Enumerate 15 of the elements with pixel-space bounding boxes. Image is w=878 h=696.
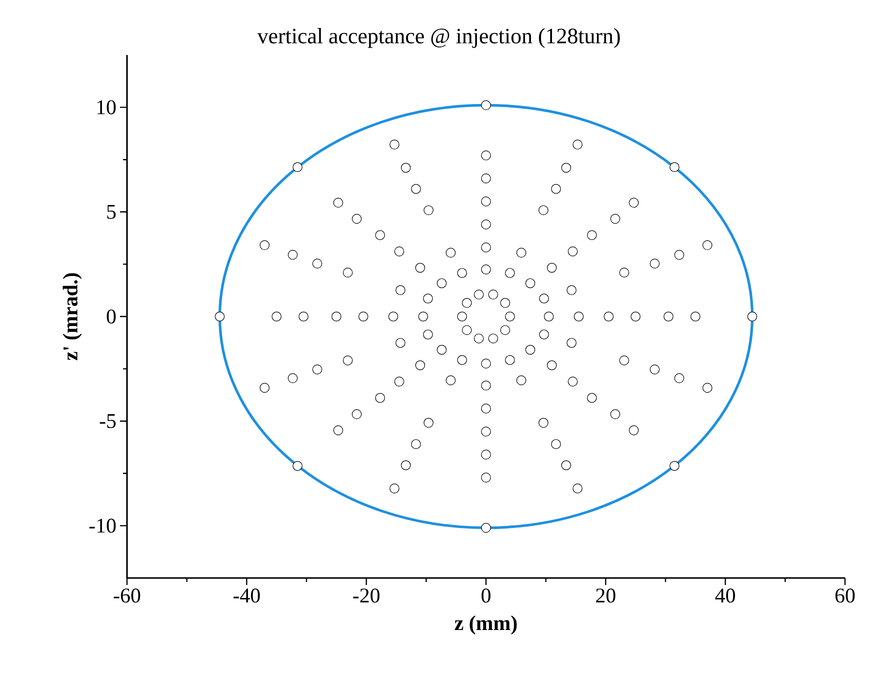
y-tick-label: -5 <box>100 414 116 428</box>
x-tick-label: 0 <box>482 588 490 603</box>
y-tick-label: 5 <box>107 204 116 219</box>
x-tick-label: 60 <box>835 588 855 603</box>
y-tick-label: -10 <box>89 518 116 533</box>
y-tick-label: 0 <box>106 309 116 324</box>
y-axis-title: z' (mrad.) <box>62 273 82 360</box>
x-tick-label: 40 <box>715 588 736 603</box>
x-tick-label: 20 <box>596 588 616 603</box>
x-axis-title: z (mm) <box>454 615 517 634</box>
chart-title: vertical acceptance @ injection (128turn) <box>257 28 620 48</box>
x-tick-label: -60 <box>114 588 140 603</box>
x-tick-label: -40 <box>234 588 260 603</box>
x-tick-label: -20 <box>353 588 380 603</box>
y-tick-label: 10 <box>97 100 116 114</box>
